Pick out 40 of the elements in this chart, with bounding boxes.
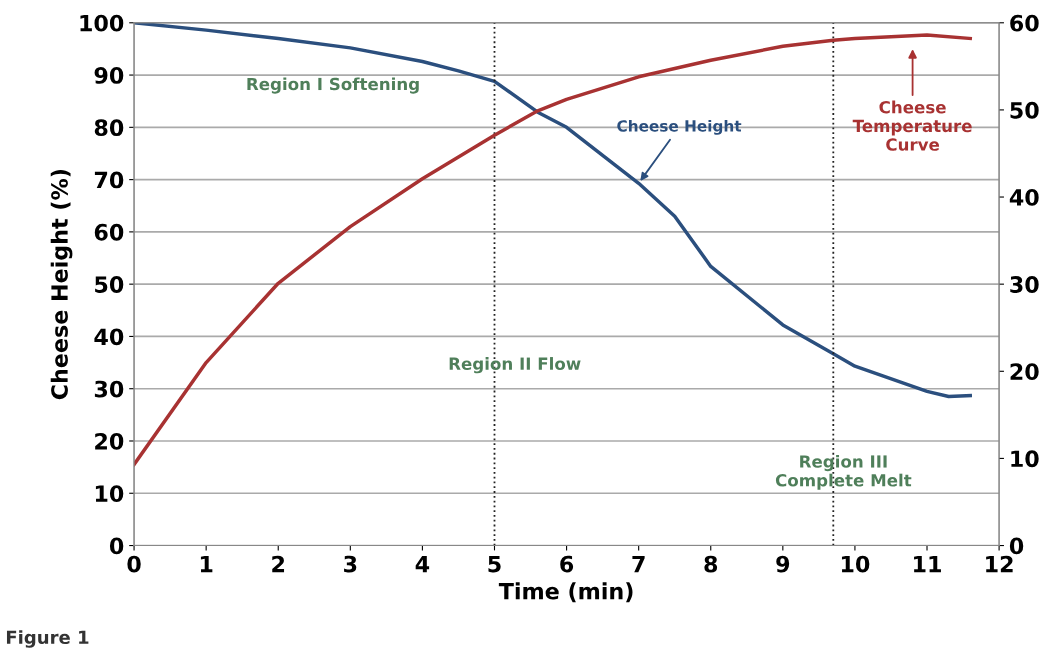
x-tick-label: 10 [841,555,870,573]
y-tick-label: 80 [94,119,124,137]
x-tick-label: 0 [127,555,141,573]
annotation: Cheese Height [617,119,742,135]
x-tick-label: 6 [560,555,574,573]
annotation: Cheese Temperature Curve [852,100,972,151]
x-tick-label: 11 [914,555,941,573]
y2-tick-label: 10 [1011,450,1039,468]
y2-tick-label: 30 [1010,276,1039,293]
y-tick-label: 90 [94,67,124,84]
annotation: Region II Flow [449,357,581,374]
x-tick-label: 1 [200,555,213,573]
y2-tick-label: 50 [1010,101,1039,119]
y2-tick-label: 60 [1010,14,1039,32]
y-tick-label: 0 [109,537,124,555]
y-tick-label: 30 [94,380,124,398]
annotation: Region III Complete Melt [775,454,912,490]
x-tick-label: 7 [632,555,645,573]
y-tick-label: 40 [94,328,124,346]
y-tick-label: 100 [80,14,124,32]
x-tick-label: 2 [272,555,285,573]
y-tick-label: 50 [95,276,124,293]
annotation: Region I Softening [247,77,419,94]
y2-tick-label: 40 [1009,188,1039,206]
x-tick-label: 4 [415,555,430,573]
x-axis-title: Time (min) [498,582,633,603]
x-tick-label: 9 [776,555,790,573]
y-tick-label: 20 [95,432,124,450]
y2-tick-label: 0 [1009,537,1024,555]
x-tick-label: 5 [488,555,501,573]
y-tick-label: 70 [94,171,124,189]
x-tick-label: 3 [344,555,357,573]
x-tick-label: 8 [704,555,718,573]
caption: Figure 1 [6,630,89,648]
y-tick-label: 60 [94,223,124,241]
y-axis-title: Cheese Height (%) [50,169,73,400]
y2-tick-label: 20 [1010,363,1039,381]
x-tick-label: 12 [986,555,1013,573]
y-tick-label: 10 [95,485,124,503]
line-series [134,22,972,399]
